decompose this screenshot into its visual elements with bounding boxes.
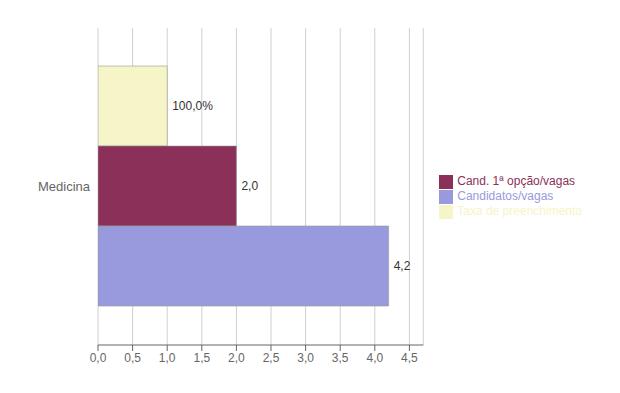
svg-text:4,0: 4,0 (366, 351, 383, 365)
svg-text:3,0: 3,0 (297, 351, 314, 365)
svg-text:3,5: 3,5 (332, 351, 349, 365)
svg-text:1,5: 1,5 (193, 351, 210, 365)
svg-text:2,0: 2,0 (228, 351, 245, 365)
svg-text:1,0: 1,0 (159, 351, 176, 365)
html-text:Candidatos/vagas: Candidatos/vagas (457, 189, 554, 204)
svg-text:100,0%: 100,0% (172, 99, 213, 113)
svg-text:4,2: 4,2 (394, 259, 411, 273)
html-text:Cand. 1ª opção/vagas: Cand. 1ª opção/vagas (457, 174, 576, 189)
svg-text:Medicina: Medicina (38, 179, 91, 194)
svg-text:0,5: 0,5 (124, 351, 141, 365)
html-text:Taxa de preenchimento: Taxa de preenchimento (457, 203, 582, 218)
svg-text:2,0: 2,0 (241, 179, 258, 193)
svg-text:0,0: 0,0 (90, 351, 107, 365)
svg-text:2,5: 2,5 (263, 351, 280, 365)
svg-text:4,5: 4,5 (401, 351, 418, 365)
